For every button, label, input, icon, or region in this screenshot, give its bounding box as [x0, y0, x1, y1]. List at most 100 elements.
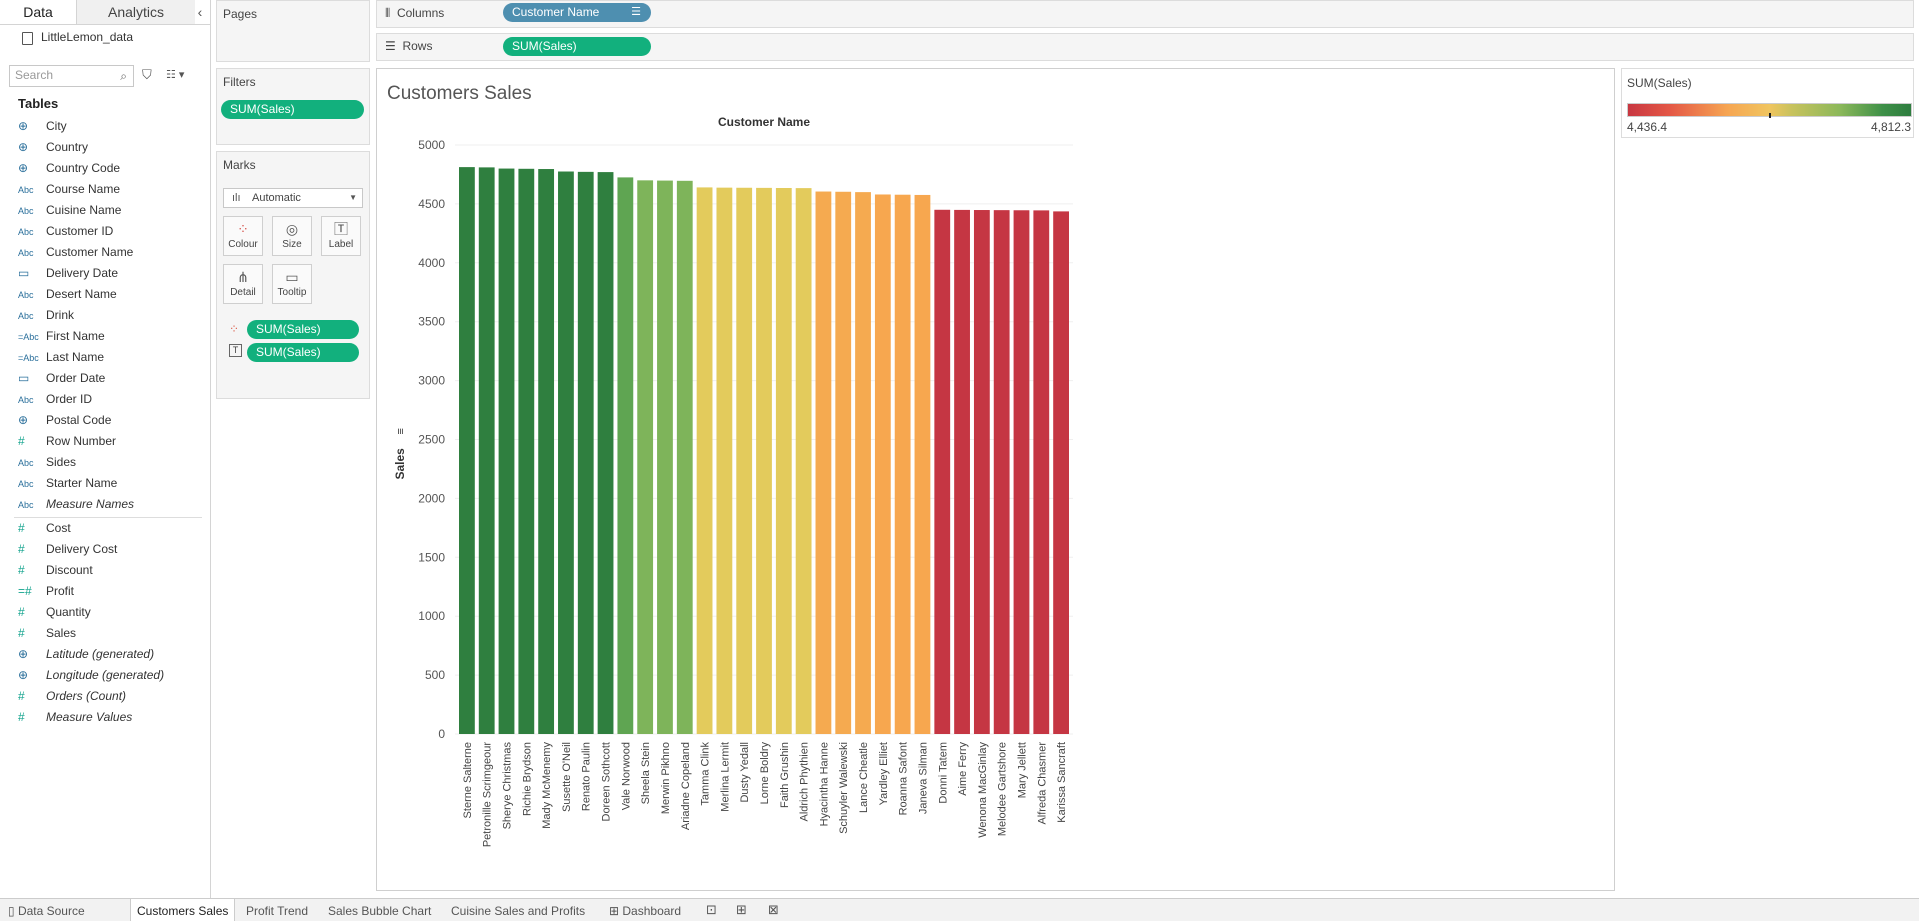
- field-delivery-date[interactable]: ▭ Delivery Date: [18, 264, 118, 282]
- field-desert-name[interactable]: Abc Desert Name: [18, 285, 117, 303]
- field-first-name[interactable]: =Abc First Name: [18, 327, 105, 345]
- x-tick-label: Karissa Sancraft: [1056, 742, 1068, 823]
- tooltip-button[interactable]: ▭ Tooltip: [272, 264, 312, 304]
- hash-icon: #: [18, 521, 25, 535]
- hash-icon: #: [18, 710, 25, 724]
- columns-label: ⦀ Columns: [385, 6, 444, 21]
- rows-icon: ☰: [385, 39, 396, 53]
- field-postal-code[interactable]: ⊕ Postal Code: [18, 411, 111, 429]
- search-field[interactable]: ⌕: [9, 65, 134, 87]
- sheet-tabs-bar: ▯ Data Source Customers Sales Profit Tre…: [0, 898, 1919, 921]
- field-label: Country Code: [46, 161, 121, 175]
- column-header-title: Customer Name: [718, 115, 810, 129]
- field-delivery-cost[interactable]: # Delivery Cost: [18, 540, 117, 558]
- tab-analytics[interactable]: Analytics: [77, 0, 195, 24]
- tab-cuisine-sales-and-profits[interactable]: Cuisine Sales and Profits: [451, 904, 586, 918]
- field-quantity[interactable]: # Quantity: [18, 603, 91, 621]
- field-order-id[interactable]: Abc Order ID: [18, 390, 92, 408]
- field-customer-id[interactable]: Abc Customer ID: [18, 222, 113, 240]
- field-course-name[interactable]: Abc Course Name: [18, 180, 120, 198]
- field-measure-values[interactable]: # Measure Values: [18, 708, 132, 726]
- field-drink[interactable]: Abc Drink: [18, 306, 74, 324]
- label-pill-sum-sales[interactable]: SUM(Sales): [247, 343, 359, 362]
- search-input[interactable]: [10, 66, 115, 84]
- field-orders-count[interactable]: # Orders (Count): [18, 687, 126, 705]
- tab-dashboard[interactable]: ⊞ Dashboard: [609, 899, 681, 921]
- field-profit[interactable]: =# Profit: [18, 582, 74, 600]
- abc-calc-icon: =Abc: [18, 353, 39, 363]
- x-tick-label: Melodee Gartshore: [997, 742, 1009, 836]
- abc-icon: Abc: [18, 479, 34, 489]
- hash-icon: #: [18, 605, 25, 619]
- tab-data[interactable]: Data: [0, 0, 77, 24]
- field-starter-name[interactable]: Abc Starter Name: [18, 474, 117, 492]
- label-encoding-icon: T: [229, 344, 242, 357]
- detail-button[interactable]: ⋔ Detail: [223, 264, 263, 304]
- hash-icon: #: [18, 563, 25, 577]
- field-order-date[interactable]: ▭ Order Date: [18, 369, 105, 387]
- columns-label-text: Columns: [396, 6, 445, 20]
- sheet-title: Customers Sales: [387, 83, 532, 104]
- x-tick-label: Sterne Salterne: [462, 742, 474, 818]
- columns-pill-label: Customer Name: [512, 5, 600, 19]
- field-country[interactable]: ⊕ Country: [18, 138, 88, 156]
- size-button[interactable]: ◎ Size: [272, 216, 312, 256]
- calendar-icon: ▭: [18, 266, 30, 280]
- datasource-icon: [22, 32, 33, 45]
- bar-29: [1013, 210, 1030, 734]
- field-customer-name[interactable]: Abc Customer Name: [18, 243, 133, 261]
- bar-27: [973, 210, 990, 734]
- field-cuisine-name[interactable]: Abc Cuisine Name: [18, 201, 121, 219]
- field-label: Cost: [46, 521, 71, 535]
- field-row-number[interactable]: # Row Number: [18, 432, 116, 450]
- field-city[interactable]: ⊕ City: [18, 117, 67, 135]
- abc-icon: Abc: [18, 395, 34, 405]
- filter-icon[interactable]: ⛉: [142, 67, 152, 82]
- bar-3: [498, 168, 515, 734]
- view-options-icon[interactable]: ☷ ▾: [166, 69, 185, 81]
- new-worksheet-icon[interactable]: ⊡: [706, 902, 717, 917]
- y-tick-label: 2500: [418, 433, 445, 447]
- colour-pill-sum-sales[interactable]: SUM(Sales): [247, 320, 359, 339]
- field-discount[interactable]: # Discount: [18, 561, 93, 579]
- tab-data-source[interactable]: ▯ Data Source: [8, 899, 85, 921]
- field-measure-names[interactable]: Abc Measure Names: [18, 495, 134, 513]
- field-sides[interactable]: Abc Sides: [18, 453, 76, 471]
- field-label: Profit: [46, 584, 75, 598]
- x-tick-label: Petronille Scrimgeour: [482, 742, 494, 847]
- field-label: Customer Name: [46, 245, 134, 259]
- x-tick-label: Donni Tatem: [937, 742, 949, 804]
- new-dashboard-icon[interactable]: ⊞: [736, 902, 747, 917]
- new-story-icon[interactable]: ⊠: [768, 902, 779, 917]
- bar-31: [1053, 211, 1069, 734]
- field-country-code[interactable]: ⊕ Country Code: [18, 159, 120, 177]
- label-button[interactable]: 🅃 Label: [321, 216, 361, 256]
- datasource-name[interactable]: LittleLemon_data: [41, 30, 134, 44]
- tab-profit-trend[interactable]: Profit Trend: [246, 904, 309, 918]
- x-tick-label: Wenona MacGinlay: [977, 742, 989, 838]
- tab-customers-sales[interactable]: Customers Sales: [130, 899, 236, 921]
- hash-calc-icon: =#: [18, 584, 32, 598]
- columns-pill-customer-name[interactable]: Customer Name ☰: [503, 3, 651, 22]
- colour-legend[interactable]: SUM(Sales) 4,436.4 4,812.3: [1621, 68, 1914, 138]
- worksheet-view[interactable]: Customers Sales 0 500 1000 1500 2000 2500 3000…: [376, 68, 1615, 891]
- colour-button[interactable]: ⁘ Colour: [223, 216, 263, 256]
- field-longitude-generated[interactable]: ⊕ Longitude (generated): [18, 666, 164, 684]
- field-last-name[interactable]: =Abc Last Name: [18, 348, 104, 366]
- y-axis-title: Sales: [393, 448, 407, 480]
- mark-type-dropdown[interactable]: ılı Automatic ▼: [223, 188, 363, 208]
- field-sales[interactable]: # Sales: [18, 624, 76, 642]
- data-pane: Data Analytics ‹ LittleLemon_data ⌕ ⛉ ☷ …: [0, 0, 211, 898]
- colour-icon: ⁘: [237, 221, 249, 237]
- rows-pill-sum-sales[interactable]: SUM(Sales): [503, 37, 651, 56]
- collapse-pane-icon[interactable]: ‹: [197, 4, 203, 20]
- field-latitude-generated[interactable]: ⊕ Latitude (generated): [18, 645, 154, 663]
- field-cost[interactable]: # Cost: [18, 519, 71, 537]
- abc-icon: Abc: [18, 227, 34, 237]
- filter-pill-sum-sales[interactable]: SUM(Sales): [221, 100, 364, 119]
- bar-2: [478, 167, 495, 734]
- legend-midpoint-marker: [1769, 113, 1771, 118]
- tab-sales-bubble-chart[interactable]: Sales Bubble Chart: [328, 904, 432, 918]
- sort-descending-icon[interactable]: ☰: [631, 6, 641, 18]
- pages-shelf[interactable]: Pages: [216, 0, 370, 62]
